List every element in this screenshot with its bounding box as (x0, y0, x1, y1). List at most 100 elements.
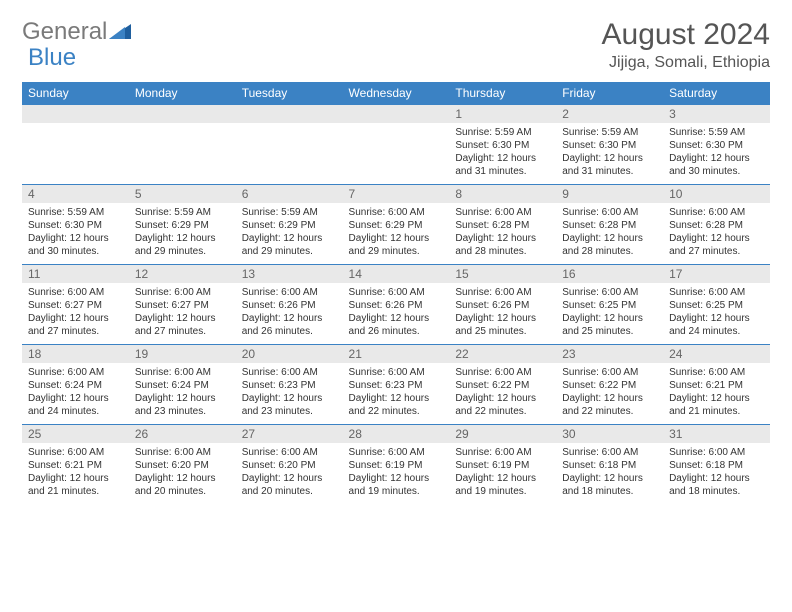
day-number: 31 (663, 425, 770, 443)
empty-cell (22, 105, 129, 185)
day-cell-16: 16Sunrise: 6:00 AMSunset: 6:25 PMDayligh… (556, 265, 663, 345)
day-number: 22 (449, 345, 556, 363)
day-cell-22: 22Sunrise: 6:00 AMSunset: 6:22 PMDayligh… (449, 345, 556, 425)
day-body: Sunrise: 5:59 AMSunset: 6:30 PMDaylight:… (449, 123, 556, 184)
day-body: Sunrise: 6:00 AMSunset: 6:20 PMDaylight:… (236, 443, 343, 504)
day-body: Sunrise: 6:00 AMSunset: 6:22 PMDaylight:… (449, 363, 556, 424)
day-cell-23: 23Sunrise: 6:00 AMSunset: 6:22 PMDayligh… (556, 345, 663, 425)
day-cell-1: 1Sunrise: 5:59 AMSunset: 6:30 PMDaylight… (449, 105, 556, 185)
day-body: Sunrise: 6:00 AMSunset: 6:26 PMDaylight:… (236, 283, 343, 344)
day-cell-21: 21Sunrise: 6:00 AMSunset: 6:23 PMDayligh… (343, 345, 450, 425)
day-number: 23 (556, 345, 663, 363)
week-row: 1Sunrise: 5:59 AMSunset: 6:30 PMDaylight… (22, 105, 770, 185)
day-body: Sunrise: 6:00 AMSunset: 6:20 PMDaylight:… (129, 443, 236, 504)
location: Jijiga, Somali, Ethiopia (602, 54, 770, 72)
day-number: 15 (449, 265, 556, 283)
calendar-body: 1Sunrise: 5:59 AMSunset: 6:30 PMDaylight… (22, 105, 770, 505)
day-cell-9: 9Sunrise: 6:00 AMSunset: 6:28 PMDaylight… (556, 185, 663, 265)
day-number: 29 (449, 425, 556, 443)
day-body: Sunrise: 6:00 AMSunset: 6:18 PMDaylight:… (663, 443, 770, 504)
day-number: 5 (129, 185, 236, 203)
day-body: Sunrise: 6:00 AMSunset: 6:24 PMDaylight:… (129, 363, 236, 424)
empty-cell (236, 105, 343, 185)
day-number: 28 (343, 425, 450, 443)
day-number: 9 (556, 185, 663, 203)
day-cell-24: 24Sunrise: 6:00 AMSunset: 6:21 PMDayligh… (663, 345, 770, 425)
day-body: Sunrise: 6:00 AMSunset: 6:28 PMDaylight:… (449, 203, 556, 264)
day-body: Sunrise: 5:59 AMSunset: 6:29 PMDaylight:… (129, 203, 236, 264)
day-cell-2: 2Sunrise: 5:59 AMSunset: 6:30 PMDaylight… (556, 105, 663, 185)
dayname-0: Sunday (22, 82, 129, 105)
day-cell-12: 12Sunrise: 6:00 AMSunset: 6:27 PMDayligh… (129, 265, 236, 345)
day-cell-15: 15Sunrise: 6:00 AMSunset: 6:26 PMDayligh… (449, 265, 556, 345)
day-body: Sunrise: 6:00 AMSunset: 6:25 PMDaylight:… (556, 283, 663, 344)
day-cell-25: 25Sunrise: 6:00 AMSunset: 6:21 PMDayligh… (22, 425, 129, 505)
day-body: Sunrise: 6:00 AMSunset: 6:19 PMDaylight:… (449, 443, 556, 504)
day-cell-29: 29Sunrise: 6:00 AMSunset: 6:19 PMDayligh… (449, 425, 556, 505)
day-cell-10: 10Sunrise: 6:00 AMSunset: 6:28 PMDayligh… (663, 185, 770, 265)
day-body: Sunrise: 5:59 AMSunset: 6:30 PMDaylight:… (663, 123, 770, 184)
day-number: 10 (663, 185, 770, 203)
month-title: August 2024 (602, 18, 770, 52)
day-number: 1 (449, 105, 556, 123)
day-cell-20: 20Sunrise: 6:00 AMSunset: 6:23 PMDayligh… (236, 345, 343, 425)
day-body: Sunrise: 6:00 AMSunset: 6:28 PMDaylight:… (663, 203, 770, 264)
day-number: 11 (22, 265, 129, 283)
week-row: 4Sunrise: 5:59 AMSunset: 6:30 PMDaylight… (22, 185, 770, 265)
day-body: Sunrise: 6:00 AMSunset: 6:19 PMDaylight:… (343, 443, 450, 504)
day-number: 26 (129, 425, 236, 443)
day-cell-5: 5Sunrise: 5:59 AMSunset: 6:29 PMDaylight… (129, 185, 236, 265)
day-number: 27 (236, 425, 343, 443)
dayname-4: Thursday (449, 82, 556, 105)
day-cell-19: 19Sunrise: 6:00 AMSunset: 6:24 PMDayligh… (129, 345, 236, 425)
header: General August 2024 Jijiga, Somali, Ethi… (22, 18, 770, 72)
day-cell-28: 28Sunrise: 6:00 AMSunset: 6:19 PMDayligh… (343, 425, 450, 505)
day-body: Sunrise: 6:00 AMSunset: 6:26 PMDaylight:… (343, 283, 450, 344)
day-cell-14: 14Sunrise: 6:00 AMSunset: 6:26 PMDayligh… (343, 265, 450, 345)
dayname-1: Monday (129, 82, 236, 105)
day-number: 12 (129, 265, 236, 283)
title-block: August 2024 Jijiga, Somali, Ethiopia (602, 18, 770, 72)
day-number: 13 (236, 265, 343, 283)
day-number: 20 (236, 345, 343, 363)
day-cell-27: 27Sunrise: 6:00 AMSunset: 6:20 PMDayligh… (236, 425, 343, 505)
day-number: 25 (22, 425, 129, 443)
day-number: 19 (129, 345, 236, 363)
logo-text-blue-wrap: Blue (28, 44, 76, 72)
day-body: Sunrise: 6:00 AMSunset: 6:23 PMDaylight:… (343, 363, 450, 424)
day-cell-18: 18Sunrise: 6:00 AMSunset: 6:24 PMDayligh… (22, 345, 129, 425)
day-body: Sunrise: 6:00 AMSunset: 6:21 PMDaylight:… (663, 363, 770, 424)
day-body: Sunrise: 6:00 AMSunset: 6:18 PMDaylight:… (556, 443, 663, 504)
dayname-5: Friday (556, 82, 663, 105)
week-row: 25Sunrise: 6:00 AMSunset: 6:21 PMDayligh… (22, 425, 770, 505)
logo: General (22, 18, 131, 46)
calendar-page: General August 2024 Jijiga, Somali, Ethi… (0, 0, 792, 522)
day-cell-11: 11Sunrise: 6:00 AMSunset: 6:27 PMDayligh… (22, 265, 129, 345)
calendar-table: SundayMondayTuesdayWednesdayThursdayFrid… (22, 82, 770, 504)
day-cell-3: 3Sunrise: 5:59 AMSunset: 6:30 PMDaylight… (663, 105, 770, 185)
day-number: 7 (343, 185, 450, 203)
day-number: 3 (663, 105, 770, 123)
logo-text-blue: Blue (28, 44, 76, 71)
day-number: 6 (236, 185, 343, 203)
day-body: Sunrise: 6:00 AMSunset: 6:24 PMDaylight:… (22, 363, 129, 424)
day-number: 18 (22, 345, 129, 363)
day-cell-31: 31Sunrise: 6:00 AMSunset: 6:18 PMDayligh… (663, 425, 770, 505)
day-body: Sunrise: 6:00 AMSunset: 6:21 PMDaylight:… (22, 443, 129, 504)
day-body: Sunrise: 6:00 AMSunset: 6:27 PMDaylight:… (22, 283, 129, 344)
day-body: Sunrise: 6:00 AMSunset: 6:26 PMDaylight:… (449, 283, 556, 344)
dayname-2: Tuesday (236, 82, 343, 105)
day-body: Sunrise: 6:00 AMSunset: 6:25 PMDaylight:… (663, 283, 770, 344)
empty-cell (129, 105, 236, 185)
day-body: Sunrise: 6:00 AMSunset: 6:27 PMDaylight:… (129, 283, 236, 344)
day-cell-6: 6Sunrise: 5:59 AMSunset: 6:29 PMDaylight… (236, 185, 343, 265)
day-number: 17 (663, 265, 770, 283)
empty-cell (343, 105, 450, 185)
day-cell-13: 13Sunrise: 6:00 AMSunset: 6:26 PMDayligh… (236, 265, 343, 345)
day-number: 4 (22, 185, 129, 203)
day-body: Sunrise: 6:00 AMSunset: 6:28 PMDaylight:… (556, 203, 663, 264)
day-cell-30: 30Sunrise: 6:00 AMSunset: 6:18 PMDayligh… (556, 425, 663, 505)
dayname-3: Wednesday (343, 82, 450, 105)
day-number: 24 (663, 345, 770, 363)
day-body: Sunrise: 6:00 AMSunset: 6:22 PMDaylight:… (556, 363, 663, 424)
